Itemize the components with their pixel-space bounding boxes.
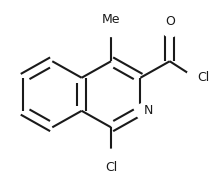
Text: O: O — [165, 15, 175, 28]
Text: Cl: Cl — [198, 71, 210, 84]
Text: Me: Me — [102, 13, 120, 26]
Text: N: N — [144, 104, 153, 117]
Text: Cl: Cl — [105, 161, 117, 174]
